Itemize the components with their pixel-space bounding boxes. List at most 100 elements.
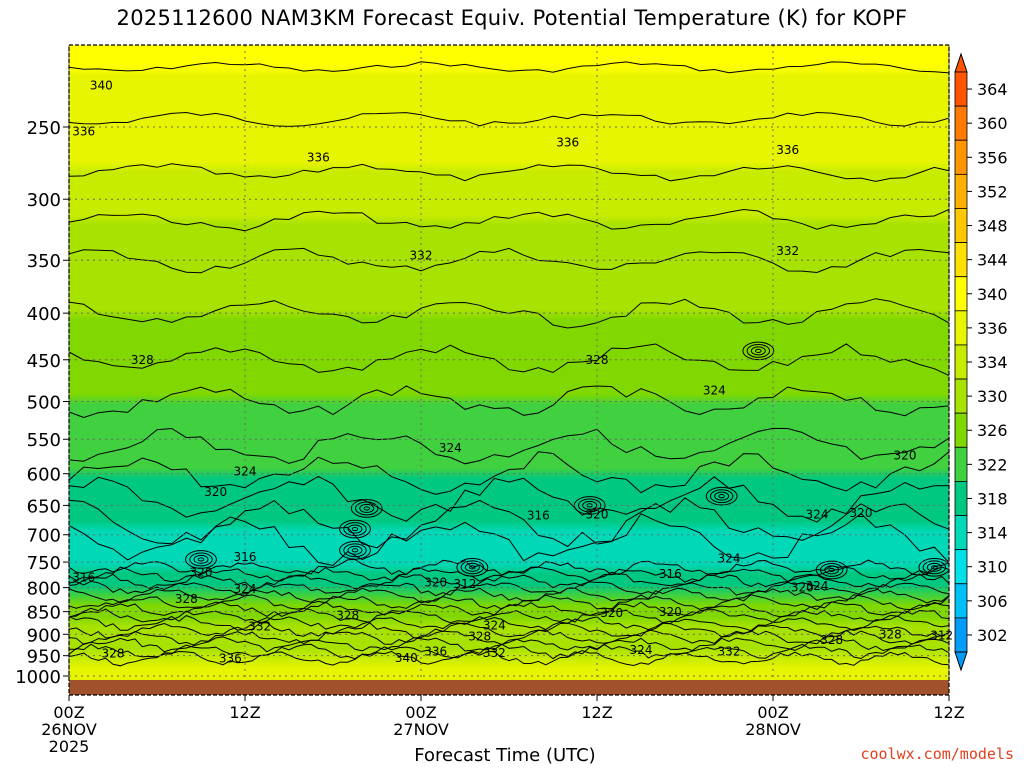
x-tick-label: 00Z — [405, 703, 436, 722]
contour-blob — [189, 552, 213, 567]
y-tick-label: 950 — [27, 647, 61, 668]
contour-blob — [460, 560, 485, 575]
contour-blob — [709, 489, 734, 504]
colorbar-swatch — [954, 173, 968, 209]
contour-label: 328 — [336, 608, 359, 622]
y-tick-label: 750 — [27, 553, 61, 574]
y-tick-label: 550 — [27, 430, 61, 451]
contour-label: 328 — [820, 633, 843, 647]
contour-label: 336 — [776, 143, 799, 157]
contour-blob — [464, 562, 480, 572]
contour-blob — [343, 522, 367, 536]
plot-frame — [68, 44, 950, 696]
contour-line — [69, 615, 949, 632]
contour-label: 316 — [527, 509, 550, 523]
contour-line — [69, 558, 949, 576]
contour-label: 332 — [718, 644, 741, 658]
colorbar-label: 344 — [977, 251, 1008, 270]
gridlines — [68, 45, 950, 680]
contour-blob — [815, 560, 848, 580]
y-tick-label: 450 — [27, 351, 61, 372]
contour-blob — [828, 567, 835, 573]
y-tick-label: 900 — [27, 625, 61, 646]
contour-blob — [750, 346, 766, 356]
contour-blob — [742, 341, 775, 361]
contour-line — [69, 594, 949, 611]
contour-blob — [197, 557, 205, 562]
contour-line — [69, 629, 949, 646]
contour-blob — [347, 524, 363, 534]
contour-label: 316 — [234, 550, 257, 564]
contour-blob — [339, 519, 371, 539]
contour-label: 320 — [190, 565, 213, 579]
contour-lines — [69, 61, 949, 667]
y-tick-label: 800 — [27, 579, 61, 600]
x-axis-label: Forecast Time (UTC) — [414, 745, 596, 766]
contour-label: 336 — [219, 652, 242, 666]
colorbar-swatch — [954, 549, 968, 585]
contour-label: 316 — [659, 567, 682, 581]
contour-line — [69, 451, 949, 495]
colorbar-label: 330 — [977, 387, 1008, 406]
contour-line — [69, 247, 949, 274]
contour-label: 320 — [659, 605, 682, 619]
colorbar-label: 340 — [977, 285, 1008, 304]
colorbar-swatch — [954, 617, 968, 653]
contour-line — [69, 385, 949, 419]
contour-label: 340 — [90, 78, 113, 92]
x-tick-label: 27NOV — [393, 720, 449, 739]
contour-label: 328 — [102, 647, 125, 661]
contour-label: 320 — [204, 485, 227, 499]
theta-e-field — [69, 45, 949, 680]
contour-blob — [577, 498, 602, 513]
contour-label: 324 — [806, 507, 829, 521]
contour-line — [69, 427, 949, 465]
y-tick-label: 650 — [27, 496, 61, 517]
colorbar-label: 336 — [977, 319, 1008, 338]
colorbar-swatch — [954, 105, 968, 141]
contour-label: 320 — [791, 581, 814, 595]
contour-blob — [351, 548, 359, 553]
x-tick-label: 00Z — [53, 703, 84, 722]
contour-label: 340 — [395, 651, 418, 665]
contour-line — [69, 343, 949, 376]
contour-label: 320 — [894, 448, 917, 462]
contour-label: 320 — [424, 576, 447, 590]
contour-blob — [824, 565, 840, 575]
colorbar-label: 326 — [977, 421, 1008, 440]
colorbar-swatch — [954, 378, 968, 414]
contour-line — [69, 298, 949, 329]
contour-label: 324 — [439, 441, 462, 455]
contour-blob — [922, 560, 947, 575]
contour-line — [69, 111, 949, 127]
contour-label: 328 — [131, 353, 154, 367]
contour-label: 316 — [72, 571, 95, 585]
contour-label: 324 — [483, 618, 506, 632]
colorbar-swatch — [954, 446, 968, 482]
contour-label: 324 — [234, 582, 257, 596]
contour-line — [69, 566, 949, 583]
x-tick-label: 12Z — [229, 703, 260, 722]
contour-blob — [456, 558, 489, 577]
contour-label: 324 — [806, 579, 829, 593]
colorbar-swatch — [954, 139, 968, 175]
contour-blob — [926, 562, 942, 572]
contour-label: 336 — [424, 644, 447, 658]
contour-blob — [350, 499, 383, 518]
x-tick-label: 00Z — [757, 703, 788, 722]
colorbar-label: 306 — [977, 592, 1008, 611]
contour-label: 312 — [930, 629, 953, 643]
contour-blob — [755, 348, 762, 353]
contour-label: 312 — [454, 577, 477, 591]
colorbar-swatch — [954, 71, 968, 107]
colorbar-swatch — [954, 208, 968, 243]
colorbar-swatch — [954, 276, 968, 312]
colorbar-label: 360 — [977, 114, 1008, 133]
y-tick-label: 850 — [27, 603, 61, 624]
colorbar-swatch — [954, 481, 968, 516]
colorbar-label: 356 — [977, 148, 1008, 167]
colorbar-label: 364 — [977, 80, 1008, 99]
contour-line — [69, 636, 949, 653]
